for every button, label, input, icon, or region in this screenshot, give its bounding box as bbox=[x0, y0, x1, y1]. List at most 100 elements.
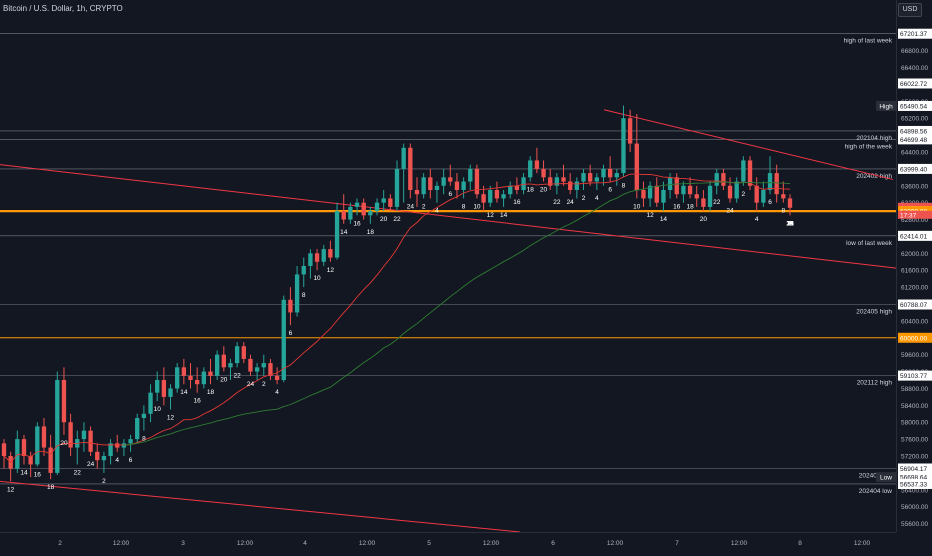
candle bbox=[588, 173, 593, 182]
hour-label: 22 bbox=[713, 199, 721, 206]
candle bbox=[694, 194, 699, 199]
candle bbox=[741, 160, 746, 182]
candle bbox=[188, 375, 193, 380]
candle bbox=[101, 456, 107, 461]
candle bbox=[68, 422, 73, 448]
hour-label: 14 bbox=[786, 220, 794, 227]
candle bbox=[568, 181, 573, 190]
price-axis[interactable]: 55600.00 56000.00 56400.00 57200.00 57600.00… bbox=[896, 0, 932, 532]
candle bbox=[401, 147, 406, 169]
price-tag bbox=[898, 299, 932, 310]
candle bbox=[48, 447, 53, 473]
price-tag bbox=[898, 332, 932, 343]
level-label: 202404 low bbox=[859, 488, 893, 495]
chart-area[interactable]: high of last week 202104 high high of the … bbox=[0, 0, 897, 533]
candle bbox=[374, 202, 380, 212]
candle bbox=[281, 299, 286, 380]
candle bbox=[221, 354, 226, 368]
candle bbox=[195, 380, 200, 385]
hour-label: 20 bbox=[380, 216, 388, 223]
price-tick: 61600.00 bbox=[901, 268, 928, 275]
candle bbox=[388, 198, 393, 207]
price-tag-value: 67201.37 bbox=[900, 31, 927, 38]
extreme-badge bbox=[876, 472, 896, 483]
hour-label: 20 bbox=[700, 216, 708, 223]
time-tick: 2 bbox=[58, 540, 62, 547]
hour-label: 22 bbox=[553, 199, 561, 206]
time-tick: 12:00 bbox=[113, 540, 130, 547]
hour-label: 2 bbox=[102, 478, 106, 485]
price-tag-value: 62414.01 bbox=[900, 233, 927, 240]
candle bbox=[701, 198, 706, 207]
candle bbox=[294, 274, 300, 313]
candle bbox=[681, 185, 686, 195]
hour-label: 18 bbox=[527, 187, 535, 194]
hour-label: 2 bbox=[582, 195, 586, 202]
candle bbox=[161, 380, 167, 397]
hour-label: 20 bbox=[60, 440, 68, 447]
hour-label: 14 bbox=[20, 469, 28, 476]
candle bbox=[494, 190, 500, 199]
hour-label: 20 bbox=[540, 187, 548, 194]
hour-label: 18 bbox=[686, 203, 694, 210]
hour-label: 16 bbox=[34, 472, 42, 479]
candle bbox=[228, 363, 233, 368]
candle bbox=[214, 354, 220, 376]
candle bbox=[574, 181, 580, 190]
price-tick: 66400.00 bbox=[901, 65, 928, 72]
candle bbox=[234, 346, 240, 364]
candle bbox=[175, 367, 180, 389]
candle bbox=[354, 202, 360, 207]
price-tick: 56000.00 bbox=[901, 504, 928, 511]
hour-label: 14 bbox=[340, 229, 348, 236]
time-tick: 12:00 bbox=[483, 540, 500, 547]
hour-label: 24 bbox=[87, 461, 95, 468]
price-tick: 62800.00 bbox=[901, 217, 928, 224]
candle bbox=[474, 168, 480, 195]
candle bbox=[761, 190, 766, 203]
candle bbox=[501, 194, 506, 199]
candle bbox=[521, 177, 526, 190]
candle bbox=[248, 358, 253, 372]
hour-label: 10 bbox=[313, 275, 321, 282]
hour-label: 6 bbox=[129, 457, 133, 464]
level-label: high of last week bbox=[844, 38, 893, 45]
time-axis-scale: 2 12:00 3 12:00 4 12:00 5 12:00 6 12:00 7 12:00 8 12:… bbox=[58, 540, 870, 547]
price-tag bbox=[898, 125, 932, 136]
level-label: 202104 high bbox=[856, 135, 892, 142]
price-tick: 63600.00 bbox=[901, 183, 928, 190]
hour-label: 16 bbox=[513, 199, 521, 206]
candle bbox=[594, 177, 599, 182]
candle bbox=[321, 249, 326, 262]
hour-label: 18 bbox=[367, 229, 375, 236]
candle bbox=[168, 388, 173, 397]
price-tag-value: 60000.00 bbox=[900, 335, 927, 342]
currency-button[interactable]: USD bbox=[898, 3, 922, 17]
hour-label: 6 bbox=[788, 220, 792, 227]
candle bbox=[41, 426, 47, 448]
time-axis[interactable]: 2 12:00 3 12:00 4 12:00 5 12:00 6 12:00 7 12:00 8 12:… bbox=[0, 532, 896, 551]
candle bbox=[627, 118, 633, 144]
hour-label: 8 bbox=[142, 436, 146, 443]
hour-label: 16 bbox=[786, 220, 794, 227]
hour-label: 2 bbox=[262, 381, 266, 388]
price-tick: 61200.00 bbox=[901, 285, 928, 292]
hour-label: 10 bbox=[786, 220, 794, 227]
level-label: low of last week bbox=[846, 240, 893, 247]
hour-label: 12 bbox=[327, 267, 335, 274]
candle bbox=[428, 177, 433, 190]
candle bbox=[541, 168, 546, 178]
candle bbox=[268, 363, 273, 376]
candle bbox=[548, 177, 553, 186]
candle bbox=[135, 418, 140, 440]
candle bbox=[534, 160, 540, 169]
candle bbox=[88, 430, 93, 452]
candle bbox=[461, 181, 466, 190]
hour-label: 24 bbox=[567, 199, 575, 206]
candle bbox=[201, 371, 206, 385]
hour-label: 6 bbox=[608, 187, 612, 194]
candle bbox=[441, 177, 446, 186]
hour-label: 16 bbox=[786, 220, 794, 227]
candle bbox=[667, 177, 673, 190]
